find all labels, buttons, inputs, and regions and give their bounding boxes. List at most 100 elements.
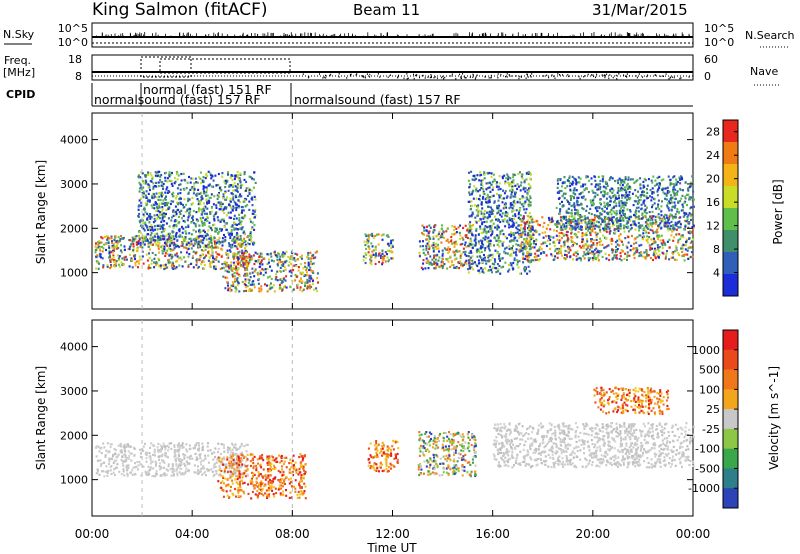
echo-cell [618,244,621,247]
echo-cell [593,239,596,242]
echo-cell [481,259,484,262]
echo-cell [267,276,269,279]
echo-cell [581,191,584,194]
echo-cell [467,255,470,258]
echo-cell [555,234,558,237]
echo-cell [613,229,616,232]
echo-cell [525,208,528,211]
echo-cell [596,250,599,253]
echo-cell [690,206,693,209]
echo-cell [624,176,627,179]
echo-cell [153,214,156,217]
echo-cell [94,248,97,252]
echo-cell [526,240,529,243]
echo-cell [656,231,659,234]
echo-cell [592,191,595,194]
nave-dot [362,76,364,78]
echo-cell [235,196,237,199]
echo-cell [594,179,597,182]
echo-cell [619,233,622,236]
echo-cell [651,218,654,221]
echo-cell [140,171,143,174]
echo-cell [266,290,269,293]
echo-cell [158,265,161,268]
nave-dot [346,77,348,79]
echo-cell [196,258,199,261]
echo-cell [232,252,235,255]
echo-cell [485,201,488,204]
echo-cell [617,219,620,222]
echo-cell [622,243,624,246]
echo-cell [617,179,619,182]
echo-cell [493,244,495,247]
echo-cell [569,255,572,258]
echo-cell [557,248,560,251]
echo-cell [176,245,179,248]
echo-cell [258,287,261,290]
echo-cell [233,217,235,220]
echo-cell [213,214,216,217]
echo-cell [556,225,559,228]
echo-cell [117,241,120,244]
echo-cell [203,222,206,225]
nsearch-tick-bottom: 10^0 [704,36,734,49]
echo-cell [233,214,236,217]
echo-cell [243,255,246,258]
echo-cell [219,227,221,230]
echo-cell [258,258,261,262]
echo-cell [589,199,592,202]
nave-dot [398,74,399,77]
echo-cell [497,188,500,191]
echo-cell [547,224,550,227]
echo-cell [226,276,229,279]
echo-cell [426,244,429,247]
echo-cell [593,214,596,217]
echo-cell [113,263,116,266]
echo-cell [508,185,511,188]
nave-dot [366,73,368,75]
echo-cell [508,217,511,220]
echo-cell [487,205,489,208]
echo-cell [174,214,177,217]
echo-cell [175,233,178,236]
echo-cell [95,260,98,263]
echo-cell [427,232,430,235]
echo-cell [192,209,195,213]
echo-cell [504,235,507,238]
echo-cell [570,212,573,215]
echo-cell [153,203,156,206]
echo-cell [475,197,478,200]
echo-cell [584,217,587,220]
echo-cell [614,241,617,244]
echo-cell [143,237,146,240]
echo-cell [294,273,297,277]
echo-cell [222,193,225,196]
echo-cell [670,182,673,185]
echo-cell [102,247,105,250]
echo-cell [154,233,157,236]
echo-cell [494,226,497,229]
echo-cell [195,211,198,214]
echo-cell [662,239,665,242]
echo-cell [619,224,622,227]
echo-cell [483,220,486,224]
echo-cell [234,286,237,289]
echo-cell [248,255,251,258]
echo-cell [244,272,247,275]
echo-cell [622,202,625,205]
echo-cell [508,182,511,185]
echo-cell [616,239,619,242]
echo-cell [203,246,206,249]
echo-cell [509,219,512,222]
echo-cell [186,241,188,244]
echo-cell [535,243,537,246]
echo-cell [521,195,524,198]
echo-cell [497,211,500,214]
echo-cell [609,238,612,241]
echo-cell [302,267,305,270]
echo-cell [378,253,381,256]
echo-cell [260,261,263,264]
nave-dot [510,75,512,77]
echo-cell [675,246,678,249]
echo-cell [220,219,223,222]
